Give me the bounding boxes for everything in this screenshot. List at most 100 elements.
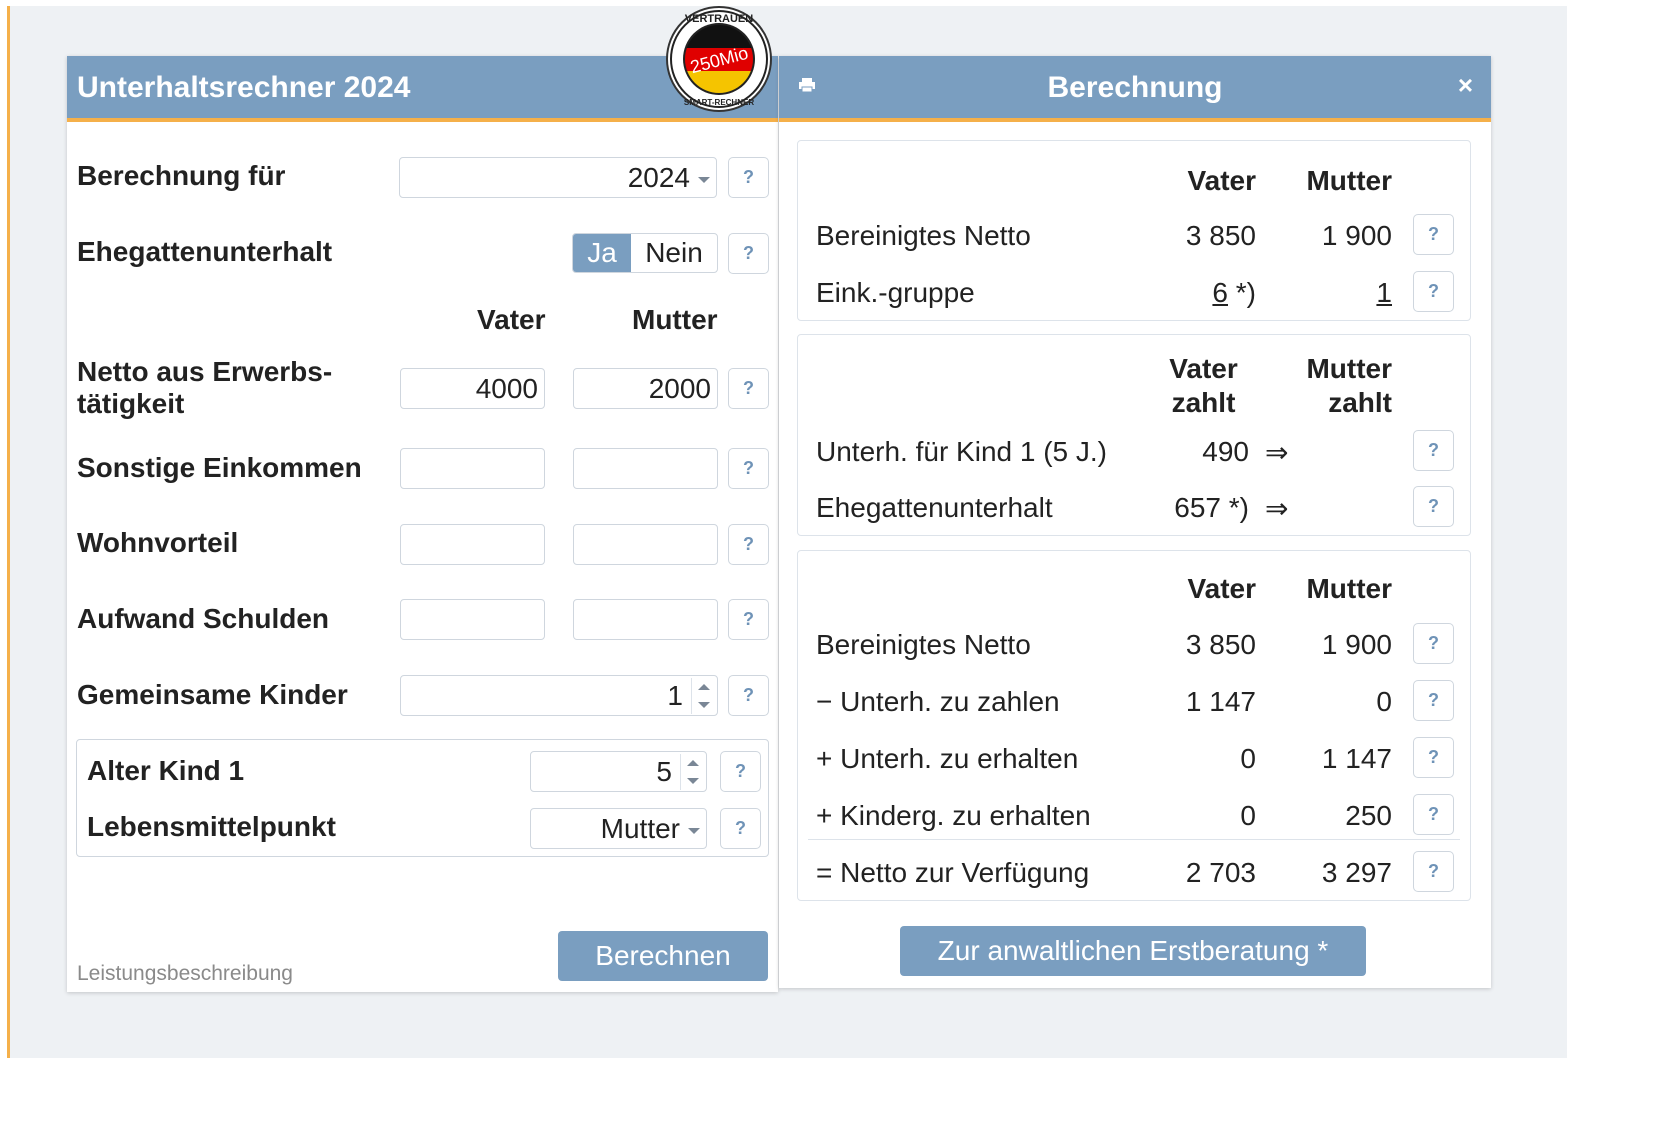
summary-row-label: − Unterh. zu zahlen bbox=[816, 686, 1060, 717]
result-panel: Berechnung × Vater Mutter Bereinigtes Ne… bbox=[779, 56, 1491, 988]
box2-row2-label: Ehegattenunterhalt bbox=[816, 492, 1053, 523]
box1-row1-label: Bereinigtes Netto bbox=[816, 220, 1031, 251]
summary-total-label: = Netto zur Verfügung bbox=[816, 857, 1090, 888]
box1-col-mutter: Mutter bbox=[1306, 165, 1392, 196]
help-button-year[interactable]: ? bbox=[728, 157, 769, 198]
income-group-mutter-link[interactable]: 1 bbox=[1376, 277, 1392, 308]
trust-badge: 250Mio VERTRAUEN SMART-RECHNER bbox=[666, 6, 772, 112]
help-button-box2-row1[interactable]: ? bbox=[1413, 430, 1454, 471]
help-button-summary-3[interactable]: ? bbox=[1413, 794, 1454, 835]
calculator-title: Unterhaltsrechner 2024 bbox=[77, 71, 411, 104]
print-icon[interactable] bbox=[799, 78, 815, 92]
lebens-select[interactable]: Mutter bbox=[530, 808, 707, 849]
box1-row2-vater: 6 *) bbox=[1158, 277, 1256, 309]
wohnvorteil-mutter-input[interactable] bbox=[573, 524, 718, 565]
netto-mutter-input[interactable]: 2000 bbox=[573, 368, 718, 409]
svg-text:VERTRAUEN: VERTRAUEN bbox=[685, 13, 754, 25]
col-vater-header: Vater bbox=[477, 304, 546, 335]
badge-seal-icon: 250Mio VERTRAUEN SMART-RECHNER bbox=[670, 10, 768, 108]
summary-row-mutter: 1 900 bbox=[1321, 629, 1392, 660]
lebens-value: Mutter bbox=[600, 813, 680, 844]
summary-row-mutter: 0 bbox=[1376, 686, 1392, 717]
col-mutter-header: Mutter bbox=[632, 304, 718, 335]
payment-box: Vater zahlt Mutter zahlt Unterh. für Kin… bbox=[797, 334, 1471, 536]
arrow-right-icon: ⇒ bbox=[1265, 437, 1289, 468]
spinner-arrows-icon[interactable] bbox=[680, 754, 702, 790]
sonstige-mutter-input[interactable] bbox=[573, 448, 718, 489]
ehegatten-label: Ehegattenunterhalt bbox=[77, 236, 333, 267]
help-button-ehegatten[interactable]: ? bbox=[728, 233, 769, 274]
summary-total-vater: 2 703 bbox=[1185, 857, 1256, 888]
year-select[interactable]: 2024 bbox=[399, 157, 717, 198]
ehegatten-toggle: Ja Nein bbox=[572, 233, 718, 273]
help-button-summary-0[interactable]: ? bbox=[1413, 623, 1454, 664]
calculator-header: Unterhaltsrechner 2024 bbox=[67, 56, 778, 122]
help-button-summary-2[interactable]: ? bbox=[1413, 737, 1454, 778]
income-box: Vater Mutter Bereinigtes Netto 3 850 1 9… bbox=[797, 140, 1471, 321]
box1-row2-label: Eink.-gruppe bbox=[816, 277, 975, 308]
box3-col-vater: Vater bbox=[1187, 573, 1257, 604]
erstberatung-button[interactable]: Zur anwaltlichen Erstberatung * bbox=[900, 926, 1366, 976]
help-button-sonstige[interactable]: ? bbox=[728, 448, 769, 489]
help-button-box2-row2[interactable]: ? bbox=[1413, 486, 1454, 527]
income-group-vater-link[interactable]: 6 bbox=[1212, 277, 1228, 308]
income-group-vater-suffix: *) bbox=[1228, 277, 1256, 308]
box2-col-mutter-1: Mutter bbox=[1306, 353, 1392, 384]
result-title: Berechnung bbox=[1047, 71, 1223, 104]
sonstige-vater-input[interactable] bbox=[400, 448, 545, 489]
netto-label-line2: tätigkeit bbox=[77, 388, 185, 419]
kinder-label: Gemeinsame Kinder bbox=[77, 679, 348, 710]
kinder-stepper[interactable]: 1 bbox=[400, 675, 718, 716]
close-icon[interactable]: × bbox=[1457, 70, 1473, 100]
alter-stepper[interactable]: 5 bbox=[530, 751, 707, 792]
netto-vater-input[interactable]: 4000 bbox=[400, 368, 545, 409]
summary-box: Vater Mutter Bereinigtes Netto 3 850 1 9… bbox=[797, 550, 1471, 901]
box2-col-vater-1: Vater bbox=[1169, 353, 1238, 384]
help-button-netto[interactable]: ? bbox=[728, 368, 769, 409]
aufwand-mutter-input[interactable] bbox=[573, 599, 718, 640]
help-button-lebens[interactable]: ? bbox=[720, 808, 761, 849]
kinder-value: 1 bbox=[667, 680, 683, 711]
help-button-summary-4[interactable]: ? bbox=[1413, 851, 1454, 892]
calculator-panel: Unterhaltsrechner 2024 Berechnung für 20… bbox=[67, 56, 778, 992]
wohnvorteil-label: Wohnvorteil bbox=[77, 527, 239, 558]
summary-divider bbox=[808, 839, 1460, 840]
help-button-alter[interactable]: ? bbox=[720, 751, 761, 792]
summary-row-label: + Unterh. zu erhalten bbox=[816, 743, 1079, 774]
toggle-ja[interactable]: Ja bbox=[573, 234, 631, 272]
arrow-right-icon: ⇒ bbox=[1265, 493, 1289, 524]
wohnvorteil-vater-input[interactable] bbox=[400, 524, 545, 565]
box1-row1-vater: 3 850 bbox=[1185, 220, 1256, 251]
alter-value: 5 bbox=[656, 756, 672, 787]
summary-row-mutter: 1 147 bbox=[1321, 743, 1392, 774]
berechnung-fuer-label: Berechnung für bbox=[77, 160, 286, 191]
aufwand-vater-input[interactable] bbox=[400, 599, 545, 640]
help-button-summary-1[interactable]: ? bbox=[1413, 680, 1454, 721]
help-button-aufwand[interactable]: ? bbox=[728, 599, 769, 640]
box1-col-vater: Vater bbox=[1187, 165, 1257, 196]
summary-row-vater: 1 147 bbox=[1185, 686, 1256, 717]
summary-row-vater: 0 bbox=[1240, 800, 1256, 831]
box1-row1-mutter: 1 900 bbox=[1321, 220, 1392, 251]
year-value: 2024 bbox=[627, 162, 690, 193]
box3-col-mutter: Mutter bbox=[1306, 573, 1392, 604]
box1-row2-mutter: 1 bbox=[1292, 277, 1392, 309]
sonstige-label: Sonstige Einkommen bbox=[77, 452, 362, 483]
aufwand-label: Aufwand Schulden bbox=[77, 603, 329, 634]
help-button-kinder[interactable]: ? bbox=[728, 675, 769, 716]
help-button-box1-row1[interactable]: ? bbox=[1413, 214, 1454, 255]
spinner-arrows-icon[interactable] bbox=[691, 678, 713, 714]
toggle-nein[interactable]: Nein bbox=[645, 237, 703, 268]
chevron-down-icon bbox=[688, 827, 700, 834]
summary-row-label: + Kinderg. zu erhalten bbox=[816, 800, 1091, 831]
summary-row-mutter: 250 bbox=[1345, 800, 1392, 831]
help-button-wohnvorteil[interactable]: ? bbox=[728, 524, 769, 565]
leistung-link[interactable]: Leistungsbeschreibung bbox=[77, 962, 293, 985]
box2-row1-vater: 490 bbox=[1202, 436, 1249, 467]
box2-col-mutter-2: zahlt bbox=[1328, 387, 1392, 418]
berechnen-button[interactable]: Berechnen bbox=[558, 931, 768, 981]
child-details-box: Alter Kind 1 5 ? Lebensmittelpunkt Mutte… bbox=[76, 739, 769, 857]
help-button-box1-row2[interactable]: ? bbox=[1413, 271, 1454, 312]
svg-text:SMART-RECHNER: SMART-RECHNER bbox=[684, 98, 754, 107]
summary-total-mutter: 3 297 bbox=[1321, 857, 1392, 888]
